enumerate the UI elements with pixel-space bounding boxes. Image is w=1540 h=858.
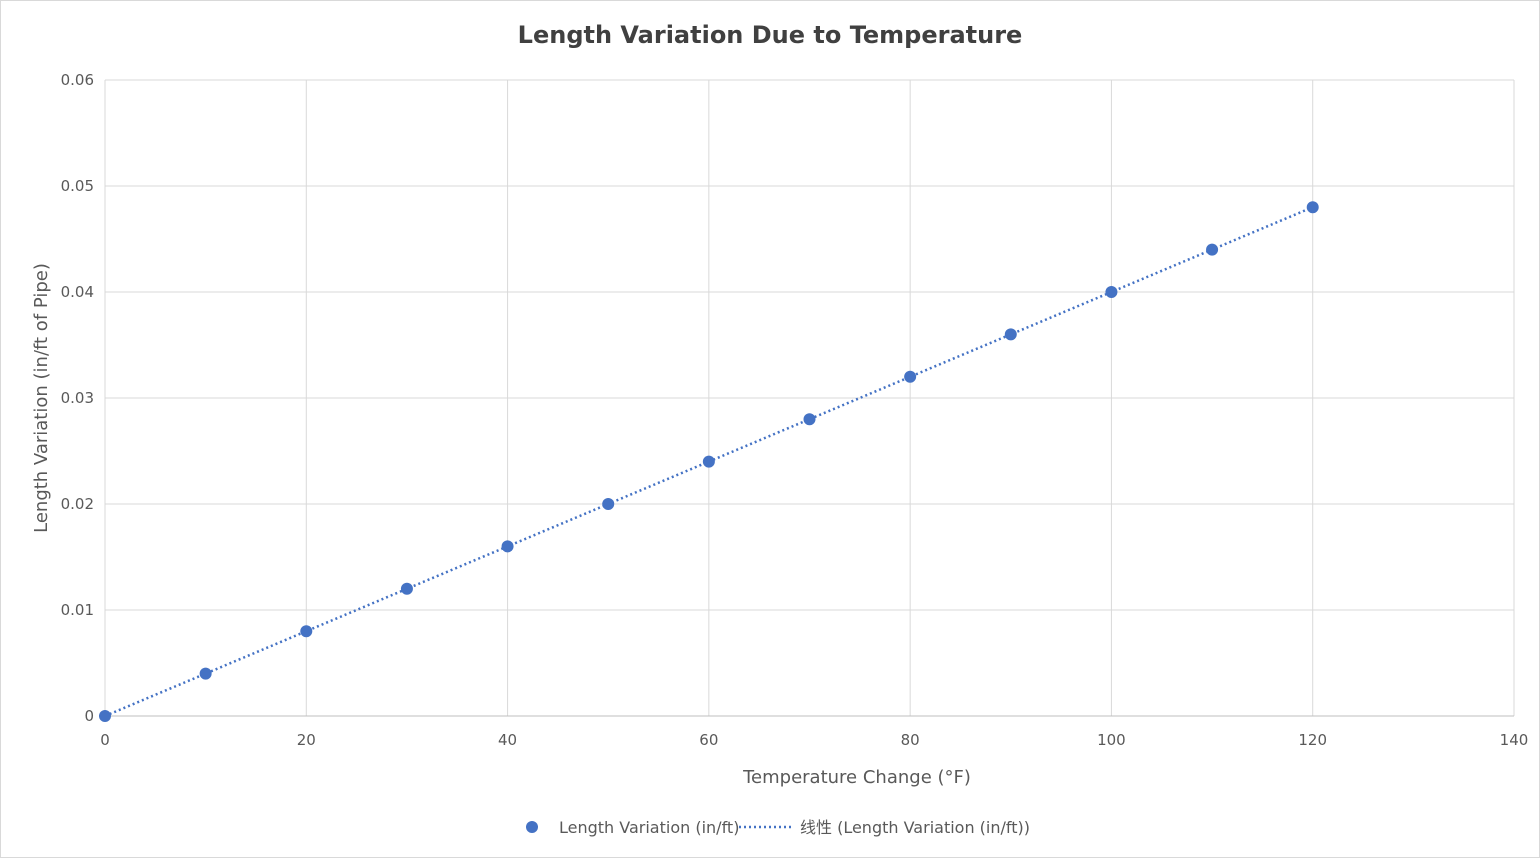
data-points [99, 201, 1319, 722]
data-point [904, 370, 917, 383]
data-point [702, 455, 715, 468]
y-tick-label: 0.06 [61, 71, 94, 89]
data-point [1004, 328, 1017, 341]
y-axis-title: Length Variation (in/ft of Pipe) [31, 263, 52, 533]
data-point [400, 582, 413, 595]
chart-title: Length Variation Due to Temperature [518, 21, 1023, 49]
data-point [602, 498, 615, 510]
data-point [803, 413, 816, 426]
y-tick-label: 0.02 [61, 495, 94, 513]
x-tick-label: 140 [1500, 731, 1529, 749]
data-point [1105, 286, 1118, 298]
data-point [1306, 201, 1319, 214]
y-tick-label: 0.01 [61, 601, 94, 619]
legend-marker-series [526, 821, 538, 833]
y-tick-label: 0.05 [61, 177, 94, 195]
data-point [1206, 243, 1219, 256]
data-point [99, 710, 111, 722]
legend: Length Variation (in/ft) 线性 (Length Vari… [526, 818, 1030, 837]
x-tick-label: 0 [100, 731, 110, 749]
x-tick-label: 40 [498, 731, 517, 749]
x-tick-label: 20 [297, 731, 316, 749]
y-tick-label: 0.03 [61, 389, 94, 407]
x-tick-label: 60 [699, 731, 718, 749]
data-point [300, 625, 313, 638]
y-axis-ticks: 0 0.01 0.02 0.03 0.04 0.05 0.06 [61, 71, 94, 725]
x-tick-label: 120 [1298, 731, 1327, 749]
y-tick-label: 0.04 [61, 283, 94, 301]
data-point [199, 667, 212, 680]
y-tick-label: 0 [84, 707, 94, 725]
legend-label-trendline: 线性 (Length Variation (in/ft)) [800, 818, 1030, 837]
x-tick-label: 100 [1097, 731, 1126, 749]
x-axis-ticks: 0 20 40 60 80 100 120 140 [100, 731, 1528, 749]
legend-label-series: Length Variation (in/ft) [559, 818, 739, 837]
data-point [501, 540, 514, 553]
x-tick-label: 80 [901, 731, 920, 749]
gridlines [104, 79, 1515, 716]
x-axis-title: Temperature Change (°F) [742, 767, 971, 788]
